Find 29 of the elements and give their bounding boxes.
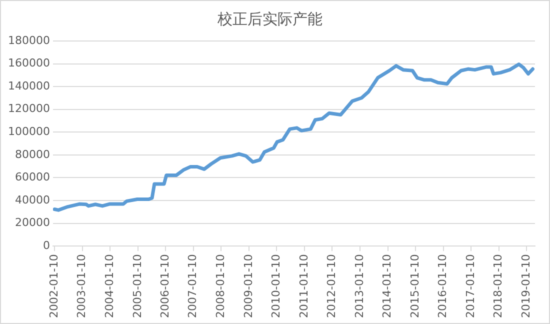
y-tick-label: 180000 xyxy=(8,34,50,47)
x-tick-label: 2003-01-10 xyxy=(75,254,88,318)
x-tick-label: 2017-01-10 xyxy=(464,254,477,318)
x-tick-label: 2013-01-10 xyxy=(352,254,366,318)
y-tick-label: 20000 xyxy=(14,216,50,230)
y-tick-label: 120000 xyxy=(8,102,50,116)
y-tick-label: 100000 xyxy=(8,125,50,138)
x-tick-label: 2007-01-10 xyxy=(186,254,200,318)
x-tick-label: 2008-01-10 xyxy=(214,254,227,318)
y-tick-label: 60000 xyxy=(14,170,50,184)
x-tick-label: 2009-01-10 xyxy=(242,254,255,318)
x-tick-label: 2006-01-10 xyxy=(158,254,172,318)
y-tick-label: 140000 xyxy=(8,79,50,92)
x-tick-label: 2016-01-10 xyxy=(436,254,450,318)
y-tick-label: 160000 xyxy=(8,56,50,70)
x-tick-label: 2011-01-10 xyxy=(297,254,310,318)
x-tick-label: 2014-01-10 xyxy=(380,254,394,318)
x-tick-label: 2010-01-10 xyxy=(270,254,283,318)
x-tick-label: 2005-01-10 xyxy=(130,254,144,318)
y-tick-label: 0 xyxy=(42,238,50,252)
x-tick-label: 2004-01-10 xyxy=(102,254,116,318)
chart-title: 校正后实际产能 xyxy=(216,10,322,28)
x-tick-label: 2019-01-10 xyxy=(519,254,532,318)
x-tick-label: 2015-01-10 xyxy=(408,254,422,318)
x-tick-label: 2018-01-10 xyxy=(492,254,505,318)
x-tick-label: 2012-01-10 xyxy=(325,254,338,318)
y-tick-label: 40000 xyxy=(14,193,50,206)
y-tick-label: 80000 xyxy=(14,148,50,161)
x-tick-label: 2002-01-10 xyxy=(47,254,60,318)
